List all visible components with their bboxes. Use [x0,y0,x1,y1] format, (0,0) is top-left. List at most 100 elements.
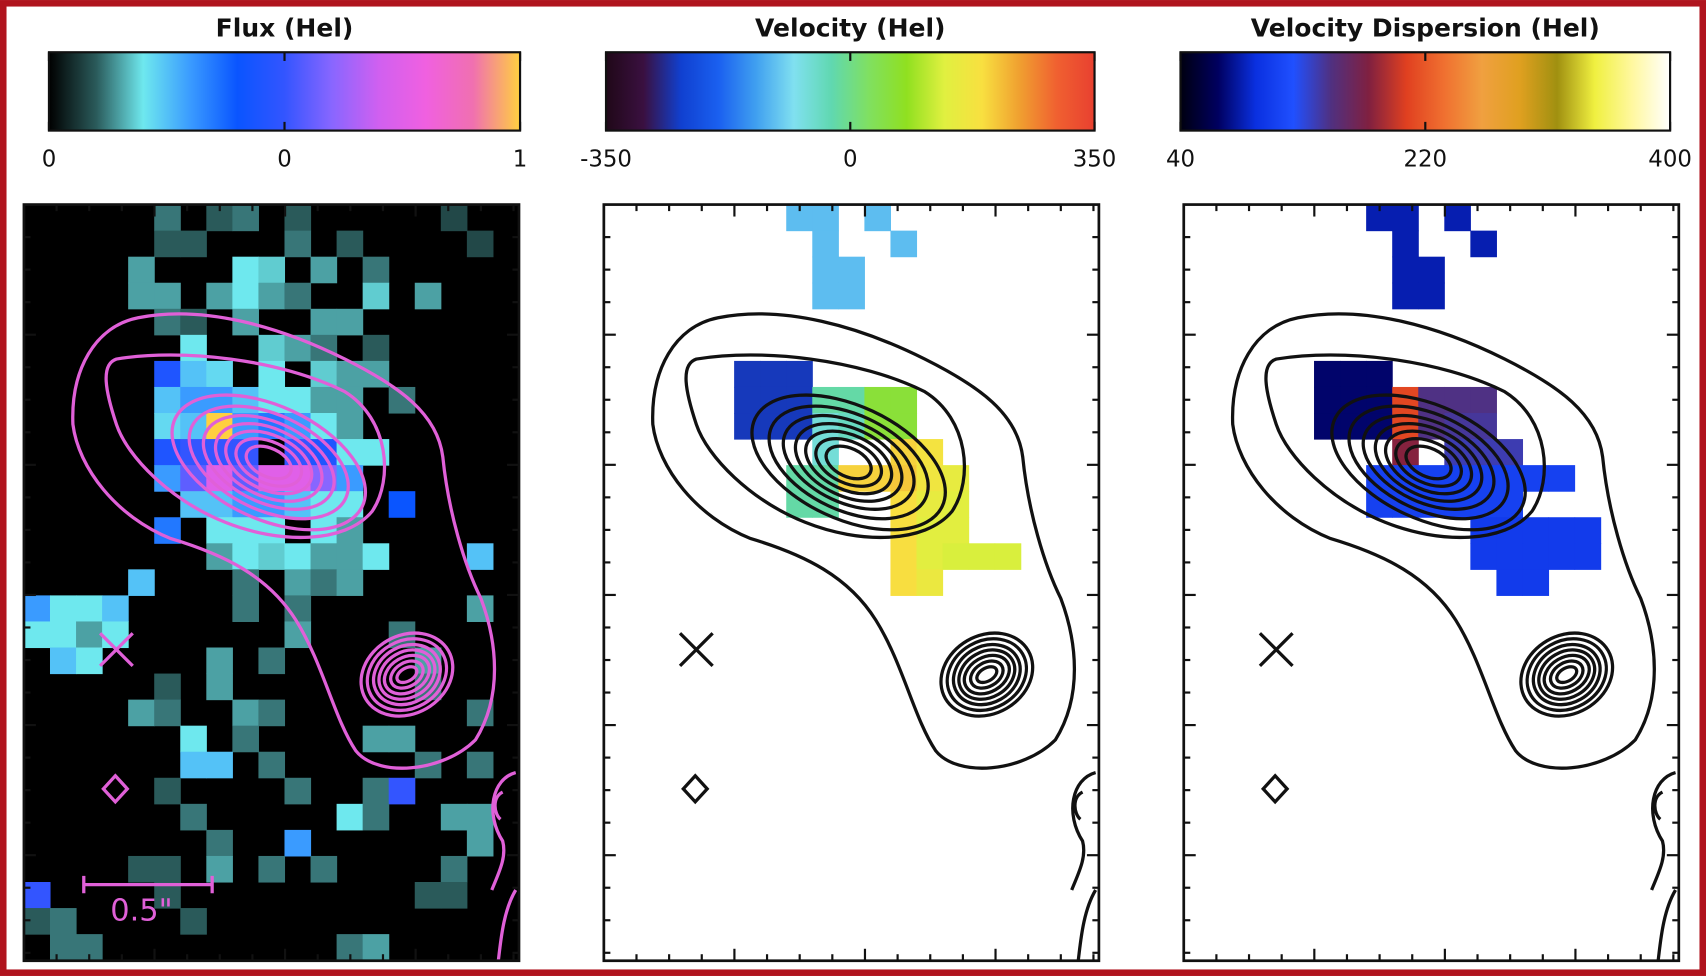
pixel [258,543,285,570]
pixel [467,231,494,258]
pixel [284,778,311,805]
colorbar-tick-label: 350 [1073,146,1117,172]
pixel [415,283,442,310]
pixel [1366,361,1393,388]
colorbar-tick-label: 400 [1648,146,1692,172]
pixel [1470,543,1497,570]
pixel [206,674,233,701]
pixel [206,856,233,883]
pixel [24,908,51,935]
pixel [441,882,468,909]
pixel [812,257,839,284]
colorbar [606,52,1095,130]
pixel [311,309,338,336]
pixel [154,231,181,258]
pixel [180,726,207,753]
pixel [1392,205,1419,232]
pixel [363,778,390,805]
pixel [995,543,1022,570]
pixel [311,257,338,284]
colorbar [1180,52,1670,130]
pixel [232,569,259,596]
pixel [206,648,233,675]
pixel [180,361,207,388]
pixel [917,543,944,570]
pixel [363,804,390,831]
pixel [415,882,442,909]
pixel [206,361,233,388]
pixel [1522,569,1549,596]
pixel [128,856,155,883]
pixel [441,856,468,883]
pixel [284,569,311,596]
pixel [337,413,364,440]
pixel [389,778,416,805]
pixel [232,283,259,310]
pixel [232,726,259,753]
pixel [311,387,338,414]
colorbar-tick-label: 220 [1404,146,1448,172]
pixel [50,908,77,935]
pixel [258,257,285,284]
pixel [311,569,338,596]
pixel [1340,361,1367,388]
pixel [337,569,364,596]
pixel [1549,465,1576,492]
colorbar-tick-label: -350 [580,146,632,172]
pixel [180,804,207,831]
pixel [128,257,155,284]
pixel [154,700,181,727]
pixel [363,257,390,284]
pixel [1496,569,1523,596]
pixel [467,543,494,570]
colorbar-tick-label: 0 [42,146,57,172]
pixel [1444,205,1471,232]
pixel [128,283,155,310]
pixel [206,283,233,310]
pixel [1392,283,1419,310]
pixel [258,335,285,362]
pixel [232,595,259,622]
colorbar-tick-label: 0 [843,146,858,172]
pixel [734,387,761,414]
pixel [258,752,285,779]
pixel [1496,543,1523,570]
pixel [337,309,364,336]
pixel [102,595,129,622]
pixel [180,908,207,935]
pixel [180,231,207,258]
pixel [258,648,285,675]
map-panel [604,205,1099,961]
pixel [943,543,970,570]
pixel [154,856,181,883]
pixel [812,231,839,258]
pixel [838,283,865,310]
pixel [1470,231,1497,258]
pixel [154,387,181,414]
figure: Flux (Hel)0010.5"Velocity (Hel)-3500350V… [0,0,1706,976]
pixel [50,621,77,648]
colorbar-tick-label: 1 [513,146,528,172]
pixel [1392,257,1419,284]
pixel [363,543,390,570]
pixel [812,205,839,232]
pixel [363,726,390,753]
map-background [1184,205,1679,961]
pixel [1575,543,1602,570]
pixel [467,830,494,857]
pixel [337,543,364,570]
pixel [50,934,77,961]
colorbar-title: Velocity (Hel) [755,13,945,42]
pixel [969,543,996,570]
pixel [258,283,285,310]
pixel [890,543,917,570]
pixel [76,648,103,675]
pixel [363,335,390,362]
pixel [154,674,181,701]
pixel [890,387,917,414]
map-panel [1184,205,1679,961]
pixel [917,569,944,596]
page: Flux (Hel)0010.5"Velocity (Hel)-3500350V… [0,0,1706,980]
pixel [1392,387,1419,414]
pixel [180,752,207,779]
